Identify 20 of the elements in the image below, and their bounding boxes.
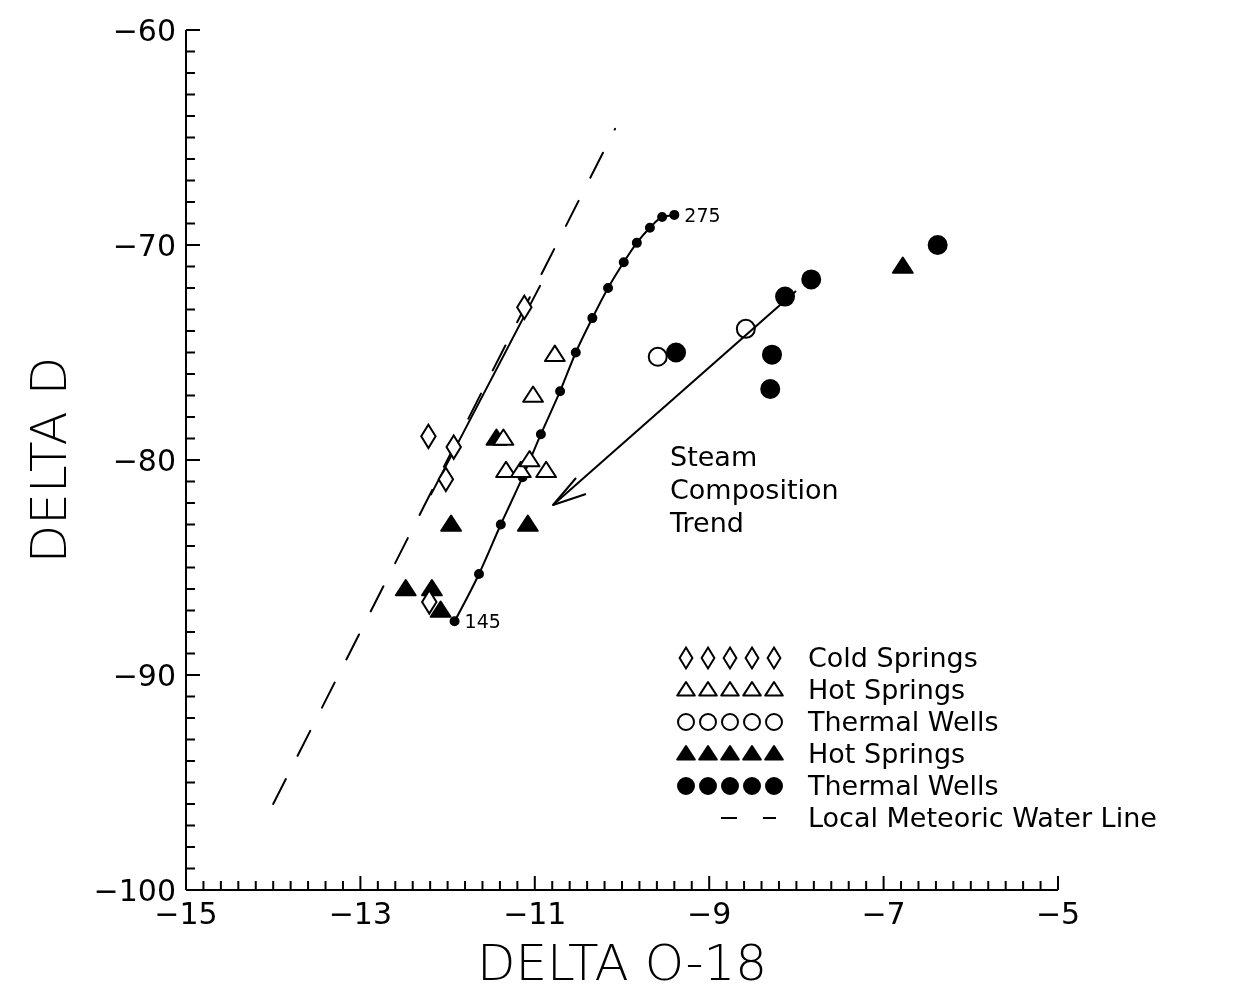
y-tick-label: −90 xyxy=(112,657,176,693)
annotation: 275 xyxy=(684,203,721,226)
annotation: 145 xyxy=(464,609,501,632)
x-tick-label: −5 xyxy=(1035,896,1081,931)
legend-label: Hot Springs xyxy=(808,674,966,706)
legend-label: Thermal Wells xyxy=(807,770,999,802)
y-tick-label: −80 xyxy=(112,442,176,478)
y-tick-label: −70 xyxy=(112,227,176,263)
x-tick-label: −7 xyxy=(861,896,906,931)
legend-label: Thermal Wells xyxy=(807,706,999,738)
y-axis-title: DELTA D xyxy=(20,356,78,564)
annotation: Steam Composition Trend xyxy=(669,441,839,538)
x-tick-label: −13 xyxy=(328,896,393,931)
y-tick-label: −60 xyxy=(112,12,176,48)
legend-label: Local Meteoric Water Line xyxy=(808,802,1157,834)
x-tick-label: −11 xyxy=(503,896,567,931)
x-axis-title: DELTA O-18 xyxy=(476,934,768,984)
x-tick-label: −9 xyxy=(687,896,732,931)
legend-label: Cold Springs xyxy=(808,642,978,674)
legend-label: Hot Springs xyxy=(808,738,966,770)
